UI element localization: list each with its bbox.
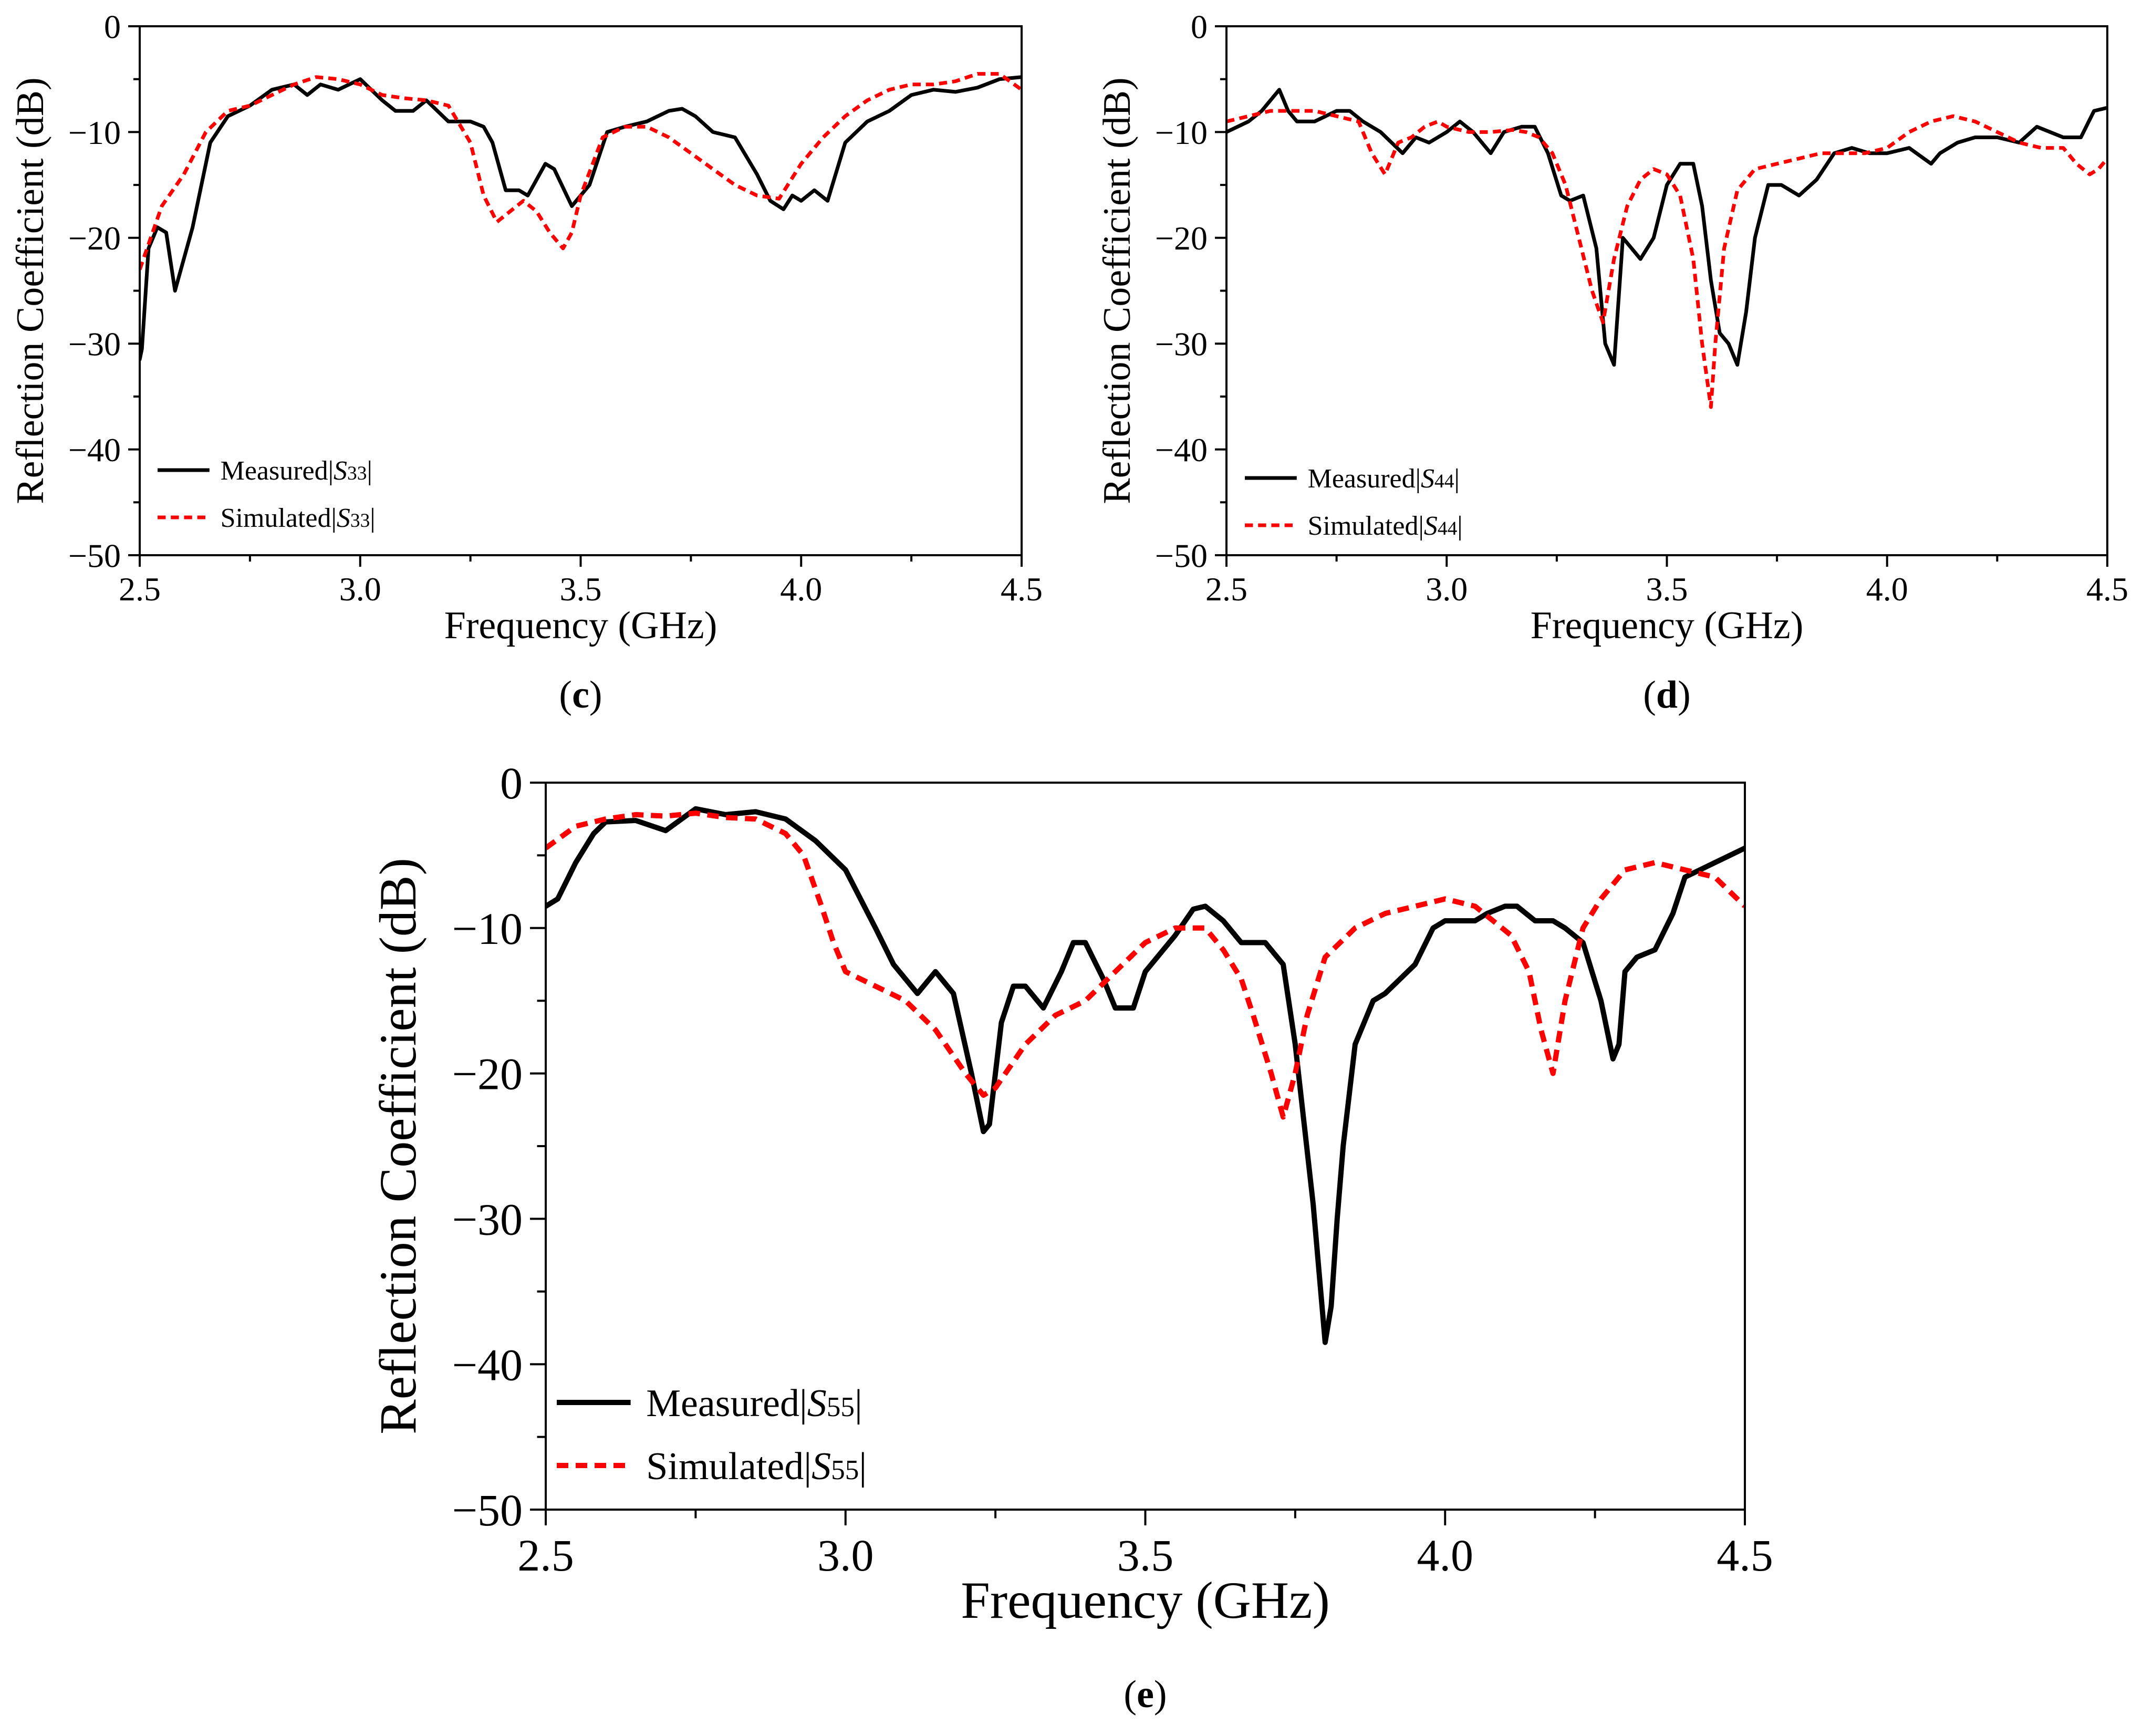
y-tick-label: −30 [68,326,121,363]
panel-caption: (e) [1124,1673,1167,1716]
legend-label-measured: Measured|S55| [646,1382,862,1425]
caption-open-paren: ( [559,673,572,716]
caption-close-paren: ) [1678,673,1691,716]
legend-label-sub: 55 [827,1391,855,1422]
y-axis-label: Reflection Coefficient (dB) [1096,77,1139,504]
legend-label-suffix: | [367,456,372,486]
y-tick-label: −10 [68,114,121,151]
legend-label-suffix: | [1454,464,1459,494]
x-axis-label: Frequency (GHz) [444,604,717,647]
legend-label-simulated: Simulated|S44| [1308,511,1463,541]
legend-label-measured: Measured|S44| [1308,464,1460,494]
series-line-measured [140,75,1022,361]
legend-label-sub: 44 [1434,471,1454,492]
series-line-simulated [140,72,1022,271]
caption-letter: c [572,673,589,716]
y-axis-label: Reflection Coefficient (dB) [9,77,52,504]
x-tick-label: 3.0 [1426,570,1468,608]
y-tick-label: −20 [1155,220,1208,257]
series-line-measured [1226,88,2107,367]
y-axis-label: Reflection Coefficient (dB) [369,858,427,1434]
y-tick-label: 0 [104,8,121,45]
caption-letter: d [1656,673,1678,716]
x-axis-label: Frequency (GHz) [961,1571,1330,1629]
legend-label-var: S [337,503,350,533]
legend-label-var: S [812,1445,831,1488]
legend-label-prefix: Measured| [646,1382,807,1425]
legend-label-suffix: | [859,1445,867,1488]
caption-close-paren: ) [589,673,602,716]
x-tick-label: 4.5 [2086,570,2128,608]
caption-open-paren: ( [1124,1673,1137,1716]
y-tick-label: −40 [68,431,121,469]
legend-label-var: S [807,1382,827,1425]
caption-open-paren: ( [1643,673,1656,716]
x-tick-label: 3.0 [339,570,381,608]
legend-label-suffix: | [855,1382,862,1425]
legend-label-prefix: Measured| [1308,464,1421,494]
legend-label-prefix: Simulated| [1308,511,1424,541]
legend-label-prefix: Measured| [221,456,334,486]
x-tick-label: 4.0 [780,570,822,608]
y-tick-label: −50 [452,1485,523,1535]
legend-label-measured: Measured|S33| [221,456,372,486]
legend-label-var: S [1424,511,1438,541]
legend-label-sub: 44 [1438,518,1458,539]
series-line-simulated [546,810,1745,1120]
y-tick-label: −30 [452,1194,523,1245]
x-tick-label: 4.0 [1417,1530,1474,1581]
x-tick-label: 2.5 [119,570,161,608]
y-tick-label: −20 [452,1049,523,1099]
legend-label-var: S [334,456,347,486]
x-tick-label: 4.5 [1001,570,1043,608]
legend-label-var: S [1421,464,1434,494]
x-tick-label: 3.5 [1117,1530,1174,1581]
legend-label-prefix: Simulated| [646,1445,812,1488]
x-axis-label: Frequency (GHz) [1531,604,1804,647]
chart-panel-e: 2.5 3.0 3.5 4.0 4.5 0 −10 −20 −30 −40 −50 Frequency… [369,758,1773,1716]
y-tick-label: −50 [68,537,121,574]
x-tick-label: 2.5 [517,1530,574,1581]
y-tick-label: −10 [452,903,523,954]
legend-label-suffix: | [370,503,375,533]
panel-caption: (d) [1643,673,1690,716]
y-tick-label: −30 [1155,326,1208,363]
caption-letter: e [1137,1673,1154,1716]
chart-panel-c: 2.5 3.0 3.5 4.0 4.5 0 −10 −20 −30 −40 −50 Frequency… [9,8,1043,716]
legend-label-sub: 55 [831,1454,859,1485]
y-tick-label: −40 [1155,431,1208,469]
series-line-simulated [1226,109,2107,409]
y-tick-label: 0 [500,758,523,808]
legend-label-sub: 33 [350,510,370,532]
x-tick-label: 2.5 [1205,570,1247,608]
y-tick-label: −50 [1155,537,1208,574]
x-tick-label: 3.5 [560,570,602,608]
x-tick-label: 3.0 [817,1530,874,1581]
y-tick-label: 0 [1191,8,1208,45]
legend-label-simulated: Simulated|S55| [646,1445,867,1488]
legend-label-prefix: Simulated| [221,503,337,533]
x-tick-label: 3.5 [1646,570,1688,608]
legend-label-suffix: | [1457,511,1462,541]
legend: Measured|S44|Simulated|S44| [1245,464,1463,541]
y-tick-label: −20 [68,220,121,257]
y-tick-label: −40 [452,1339,523,1390]
panel-caption: (c) [559,673,602,716]
x-tick-label: 4.0 [1866,570,1908,608]
legend-label-sub: 33 [347,463,367,484]
legend: Measured|S55|Simulated|S55| [557,1382,867,1488]
y-tick-label: −10 [1155,114,1208,151]
chart-panel-d: 2.5 3.0 3.5 4.0 4.5 0 −10 −20 −30 −40 −50 Frequency… [1096,8,2128,716]
legend-label-simulated: Simulated|S33| [221,503,376,533]
legend: Measured|S33|Simulated|S33| [158,456,376,533]
x-tick-label: 4.5 [1717,1530,1773,1581]
caption-close-paren: ) [1154,1673,1167,1716]
series-line-measured [546,806,1745,1345]
